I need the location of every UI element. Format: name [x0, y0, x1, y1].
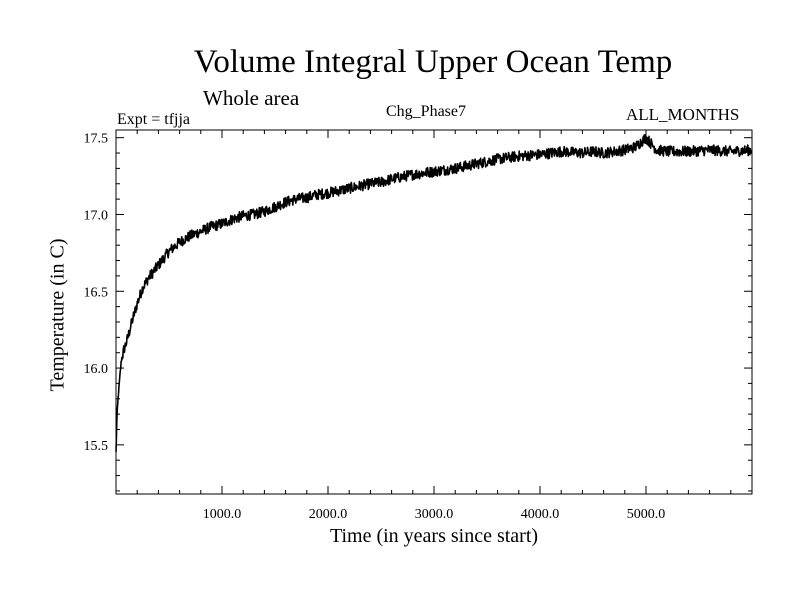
months-label: ALL_MONTHS [626, 105, 740, 124]
plot-frame [115, 129, 753, 495]
x-tick-label: 5000.0 [627, 507, 666, 522]
y-tick-label: 17.5 [84, 132, 109, 147]
x-axis-label: Time (in years since start) [329, 525, 539, 547]
chart-subtitle: Whole area [203, 86, 300, 110]
phase-label: Chg_Phase7 [386, 103, 466, 120]
y-tick-label: 16.0 [84, 362, 109, 377]
experiment-label: Expt = tfjja [117, 111, 191, 128]
temperature-series-line [115, 134, 753, 452]
y-tick-label: 15.5 [84, 439, 109, 454]
x-tick-label: 4000.0 [521, 507, 560, 522]
x-tick-label: 1000.0 [203, 507, 242, 522]
y-axis-label: Temperature (in C) [46, 238, 69, 392]
y-tick-label: 16.5 [84, 285, 109, 300]
x-tick-label: 2000.0 [309, 507, 348, 522]
chart-title: Volume Integral Upper Ocean Temp [193, 44, 673, 80]
x-tick-label: 3000.0 [415, 507, 454, 522]
y-tick-label: 17.0 [84, 208, 109, 223]
